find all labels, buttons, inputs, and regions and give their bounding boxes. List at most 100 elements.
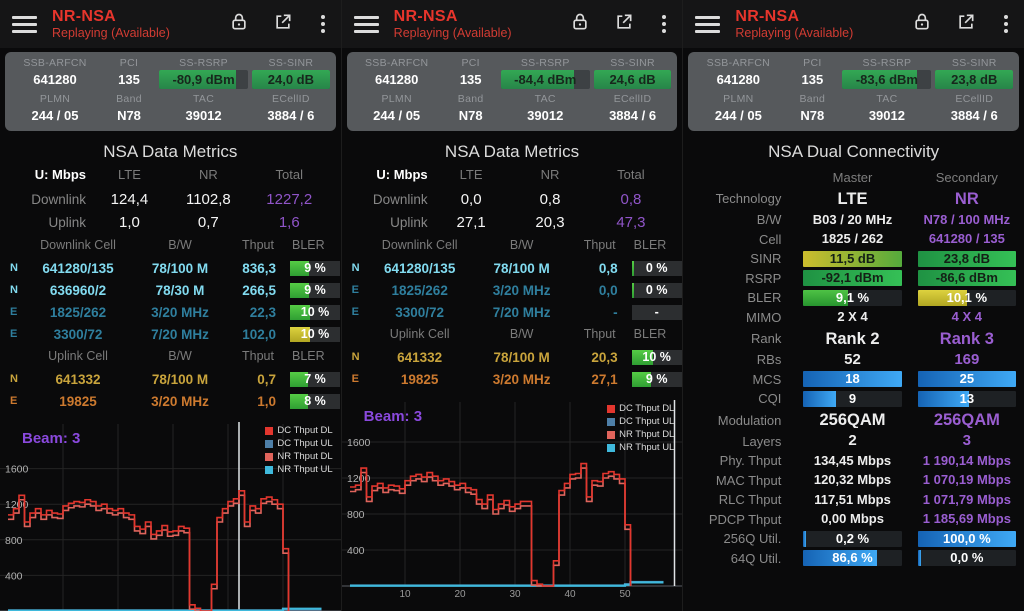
status-label: SSB-ARFCN bbox=[364, 57, 429, 69]
lock-icon[interactable] bbox=[570, 11, 590, 38]
status-cell: Band N78 bbox=[445, 93, 497, 125]
legend-item: NR Thput UL bbox=[265, 463, 333, 476]
chart-legend: DC Thput DL DC Thput UL NR Thput DL NR T… bbox=[607, 402, 674, 454]
status-label: PLMN bbox=[381, 93, 412, 105]
secondary-bar-fill bbox=[917, 550, 921, 567]
status-cell: SSB-ARFCN 641280 bbox=[11, 57, 99, 89]
secondary-bar-fill bbox=[917, 270, 1017, 287]
serving-cell-card: SSB-ARFCN 641280 PCI 135 SS-RSRP -80,9 bbox=[5, 52, 336, 131]
status-label: TAC bbox=[876, 93, 898, 105]
open-external-icon[interactable] bbox=[614, 12, 634, 37]
status-value: N78 bbox=[800, 108, 825, 123]
app-title: NR-NSA bbox=[52, 7, 117, 25]
uplink-cell-table: Uplink Cell B/W Thput BLER N 641332 78/1… bbox=[0, 349, 341, 412]
lock-icon[interactable] bbox=[229, 11, 249, 38]
status-label: SS-SINR bbox=[610, 57, 655, 69]
tech-letter: N bbox=[10, 373, 18, 385]
bler-value: 9 % bbox=[645, 371, 668, 386]
tech-letter: E bbox=[351, 284, 360, 296]
bler-bar-fill bbox=[631, 282, 635, 298]
metric-label: RLC Thput bbox=[718, 492, 782, 508]
secondary-bar-fill bbox=[917, 530, 1017, 547]
status-cell: PCI 135 bbox=[445, 57, 497, 89]
bler-bar: 8 % bbox=[290, 393, 340, 409]
cell-id: 641280/135 bbox=[384, 260, 456, 276]
throughput-summary-table: U: Mbps LTE NR Total Downlink 124,4 1102… bbox=[0, 167, 341, 234]
cell-row: E 19825 3/20 MHz 1,0 8 % bbox=[10, 390, 340, 412]
legend-item: DC Thput UL bbox=[265, 437, 333, 450]
metric-label: MAC Thput bbox=[715, 472, 782, 488]
secondary-value: 3 bbox=[962, 433, 972, 450]
status-label: SSB-ARFCN bbox=[23, 57, 87, 69]
menu-icon[interactable] bbox=[12, 12, 37, 37]
tech-letter: E bbox=[351, 373, 360, 385]
master-value: 134,45 Mbps bbox=[813, 452, 892, 468]
master-value: B03 / 20 MHz bbox=[812, 211, 893, 227]
bler-bar: 10 % bbox=[290, 304, 340, 320]
secondary-value: 1 190,14 Mbps bbox=[922, 452, 1011, 468]
throughput: 0,0 bbox=[598, 282, 618, 298]
more-options-icon[interactable] bbox=[1004, 22, 1009, 26]
legend-label: NR Thput DL bbox=[277, 451, 333, 462]
col-header-nr: NR bbox=[198, 167, 218, 182]
secondary-value: -86,6 dBm bbox=[910, 270, 1024, 287]
app-title: NR-NSA bbox=[393, 7, 458, 25]
tech-letter: E bbox=[10, 328, 18, 340]
throughput: 20,3 bbox=[591, 349, 618, 365]
status-value: 135 bbox=[118, 72, 140, 87]
cell-row: E 3300/72 7/20 MHz - - bbox=[352, 301, 682, 323]
status-value: 24,0 dB bbox=[252, 70, 330, 89]
status-cell: PLMN 244 / 05 bbox=[353, 93, 441, 125]
lock-icon[interactable] bbox=[912, 11, 932, 38]
throughput: 1,0 bbox=[257, 393, 276, 409]
svg-text:800: 800 bbox=[5, 535, 23, 547]
cell-id: 1825/262 bbox=[391, 282, 448, 298]
status-label: Band bbox=[116, 93, 142, 105]
col-header-secondary: Secondary bbox=[935, 169, 998, 185]
master-value: -92,1 dBm bbox=[795, 270, 909, 287]
tech-letter: N bbox=[10, 262, 18, 274]
more-options-icon[interactable] bbox=[320, 22, 325, 26]
menu-icon[interactable] bbox=[695, 12, 721, 37]
open-external-icon[interactable] bbox=[273, 12, 293, 37]
bler-value: 9 % bbox=[304, 260, 326, 275]
legend-label: NR Thput UL bbox=[277, 464, 333, 475]
master-bar-fill bbox=[803, 250, 902, 267]
master-value: 2 X 4 bbox=[837, 309, 868, 325]
bandwidth: 3/20 MHz bbox=[492, 371, 551, 387]
status-cell: SS-SINR 24,6 dB bbox=[593, 57, 672, 89]
metric-label: RSRP bbox=[745, 270, 782, 286]
legend-item: DC Thput UL bbox=[607, 415, 674, 428]
master-bar-fill bbox=[803, 530, 807, 547]
throughput: 836,3 bbox=[242, 260, 276, 276]
legend-item: NR Thput DL bbox=[265, 450, 333, 463]
status-cell: PCI 135 bbox=[103, 57, 155, 89]
app-title: NR-NSA bbox=[735, 7, 800, 25]
status-value: 39012 bbox=[868, 108, 905, 123]
more-options-icon[interactable] bbox=[662, 22, 667, 26]
dual-metric-row: Rank Rank 2 Rank 3 bbox=[683, 327, 1024, 350]
status-cell: TAC 39012 bbox=[501, 93, 590, 125]
svg-text:50: 50 bbox=[619, 589, 631, 600]
menu-icon[interactable] bbox=[353, 12, 379, 37]
open-external-icon[interactable] bbox=[956, 12, 976, 37]
secondary-value: 4 X 4 bbox=[951, 309, 983, 325]
status-label: PLMN bbox=[723, 93, 754, 105]
svg-text:40: 40 bbox=[564, 589, 576, 600]
bler-value: 9 % bbox=[304, 282, 326, 297]
status-cell: SS-RSRP -83,6 dBm bbox=[842, 57, 932, 89]
status-value: 641280 bbox=[33, 72, 77, 87]
secondary-bar-fill bbox=[917, 289, 967, 306]
secondary-value: 100,0 % bbox=[910, 530, 1024, 547]
secondary-bar-fill bbox=[917, 390, 969, 407]
page-title: NSA Dual Connectivity bbox=[768, 142, 940, 161]
app-titles: NR-NSA Replaying (Available) bbox=[52, 8, 170, 41]
bler-bar-fill bbox=[290, 282, 309, 298]
replay-status: Replaying (Available) bbox=[735, 26, 854, 40]
status-value: 3884 / 6 bbox=[950, 108, 998, 123]
dual-metric-row: RSRP -92,1 dBm -86,6 dBm bbox=[683, 269, 1024, 289]
master-value: 52 bbox=[844, 351, 861, 368]
throughput-summary-table: U: Mbps LTE NR Total Downlink 0,0 0,8 0,… bbox=[342, 167, 683, 234]
